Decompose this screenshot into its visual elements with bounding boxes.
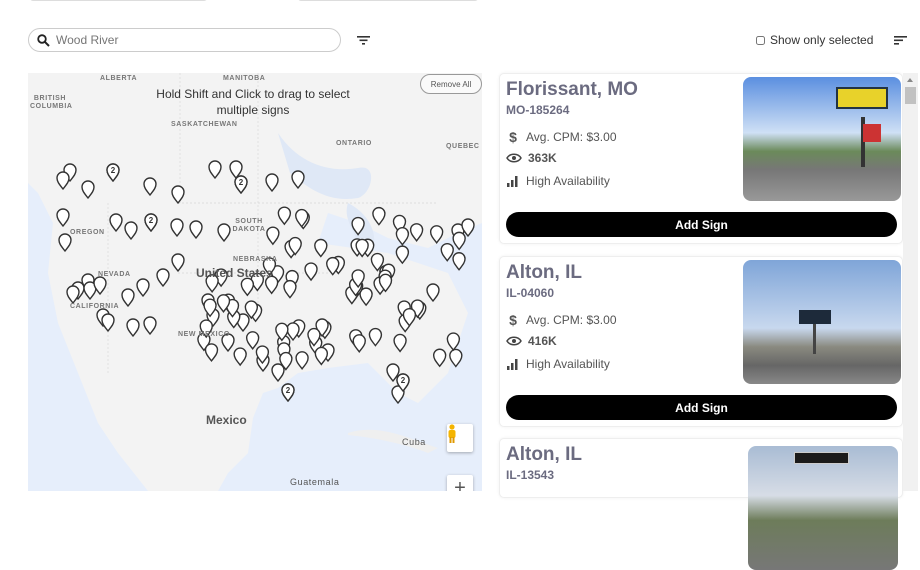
card-id: IL-04060	[506, 286, 555, 300]
add-sign-button[interactable]: Add Sign	[506, 212, 897, 237]
street-view-pegman-icon[interactable]	[447, 424, 473, 452]
sort-icon[interactable]	[894, 35, 907, 46]
card-impressions: 363K	[528, 151, 557, 165]
label-new-mexico: NEW MEXICO	[178, 331, 230, 338]
sign-photo[interactable]	[748, 446, 898, 570]
label-alberta: ALBERTA	[100, 75, 138, 82]
label-manitoba: MANITOBA	[223, 75, 266, 82]
sign-photo[interactable]	[743, 260, 901, 384]
card-title: Florissant, MO	[506, 79, 638, 100]
scrollbar-thumb[interactable]	[905, 87, 916, 104]
label-nebraska: NEBRASKA	[233, 256, 278, 263]
label-united-states: United States	[196, 266, 273, 280]
card-cpm: Avg. CPM: $3.00	[526, 130, 617, 144]
show-only-selected-toggle[interactable]: Show only selected	[756, 33, 873, 47]
label-quebec: QUEBEC	[446, 143, 480, 150]
label-saskatchewan: SASKATCHEWAN	[171, 121, 238, 128]
add-sign-button[interactable]: Add Sign	[506, 395, 897, 420]
card-cpm: Avg. CPM: $3.00	[526, 313, 617, 327]
signal-bars-icon	[507, 175, 518, 187]
dollar-icon: $	[509, 312, 517, 328]
card-impressions: 416K	[528, 334, 557, 348]
card-id: IL-13543	[506, 468, 555, 482]
show-only-selected-label: Show only selected	[770, 33, 874, 47]
search-icon	[37, 33, 50, 47]
card-title: Alton, IL	[506, 444, 582, 465]
label-nevada: NEVADA	[98, 271, 131, 278]
show-only-selected-checkbox[interactable]	[756, 35, 765, 45]
sign-card: Florissant, MO MO-185264 $ Avg. CPM: $3.0…	[499, 73, 903, 244]
sign-card: Alton, IL IL-13543	[499, 438, 903, 570]
card-id: MO-185264	[506, 103, 570, 117]
label-ontario: ONTARIO	[336, 140, 372, 147]
zoom-in-button[interactable]: +	[447, 475, 473, 491]
sign-photo[interactable]	[743, 77, 901, 201]
card-availability: High Availability	[526, 174, 610, 188]
label-cuba: Cuba	[402, 437, 426, 447]
label-guatemala: Guatemala	[290, 477, 340, 487]
remove-all-button[interactable]: Remove All	[420, 74, 482, 94]
label-california: CALIFORNIA	[70, 303, 120, 310]
label-oregon: OREGON	[70, 229, 105, 236]
eye-icon	[506, 336, 522, 346]
dollar-icon: $	[509, 129, 517, 145]
search-input[interactable]	[56, 33, 316, 47]
search-field[interactable]	[28, 28, 341, 52]
eye-icon	[506, 153, 522, 163]
label-mexico: Mexico	[206, 413, 247, 427]
signal-bars-icon	[507, 358, 518, 370]
scroll-up-icon[interactable]	[907, 78, 913, 82]
scrollbar[interactable]	[903, 73, 918, 491]
map-base	[28, 73, 482, 491]
card-title: Alton, IL	[506, 262, 582, 283]
top-tab-2[interactable]	[298, 0, 478, 1]
map-hint: Hold Shift and Click to drag to select m…	[156, 87, 350, 117]
label-british-columbia: BRITISH COLUMBIA	[30, 95, 73, 110]
filter-icon[interactable]	[357, 35, 370, 46]
top-tab-1[interactable]	[30, 0, 207, 1]
card-availability: High Availability	[526, 357, 610, 371]
label-south-dakota: SOUTH DAKOTA	[232, 218, 266, 233]
sign-card: Alton, IL IL-04060 $ Avg. CPM: $3.00 416K…	[499, 256, 903, 427]
